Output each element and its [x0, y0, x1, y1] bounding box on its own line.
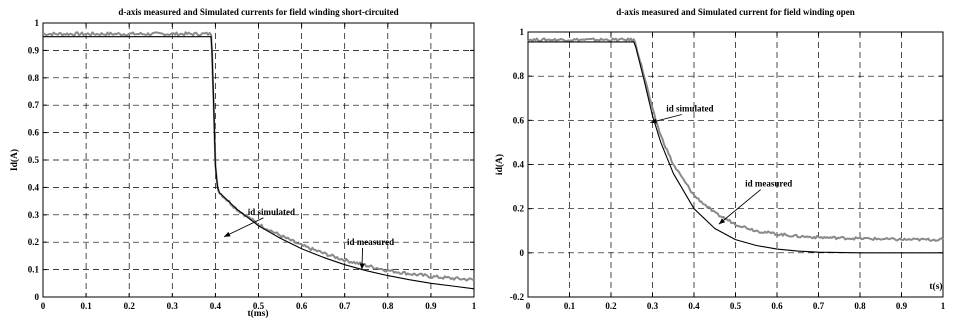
x-tick-label: 0.6 — [771, 301, 783, 311]
y-tick-label: 1 — [35, 18, 40, 28]
annotation-label: id simulated — [248, 207, 295, 217]
x-tick-label: 1 — [941, 301, 946, 311]
chart-title: d-axis measured and Simulated currents f… — [118, 7, 398, 17]
y-tick-label: 0.2 — [28, 237, 40, 247]
x-axis-label: t(s) — [929, 281, 942, 292]
x-tick-label: 1 — [472, 301, 477, 311]
x-tick-label: 0.9 — [896, 301, 908, 311]
y-tick-label: 0.4 — [28, 182, 40, 192]
annotation-arrow — [719, 190, 761, 225]
y-tick-label: 0.9 — [28, 45, 40, 55]
y-tick-label: 0.2 — [513, 204, 525, 214]
x-tick-label: 0.8 — [382, 301, 394, 311]
annotation-label: id measured — [745, 179, 792, 189]
y-tick-label: 0.1 — [28, 265, 40, 275]
x-tick-label: 0.8 — [854, 301, 866, 311]
x-axis-label: t(ms) — [247, 308, 268, 319]
y-axis-label: Id(A) — [9, 149, 20, 171]
x-tick-label: 0.1 — [564, 301, 576, 311]
x-tick-label: 0.2 — [605, 301, 617, 311]
y-axis-label: id(A) — [494, 154, 505, 175]
y-tick-label: -0.2 — [510, 292, 525, 302]
x-tick-label: 0.7 — [339, 301, 351, 311]
annotation-arrow — [224, 218, 263, 237]
x-tick-label: 0.4 — [210, 301, 222, 311]
y-tick-label: 0.3 — [28, 210, 40, 220]
annotation-label: id measured — [347, 237, 394, 247]
y-tick-label: 0 — [520, 248, 525, 258]
y-tick-label: 0.4 — [513, 160, 525, 170]
chart-field-short-circuited: 0 0.1 0.2 0.3 0.4 0.5 0.6 0.7 0.8 0.9 1 0 0.1 0.2 0.3 0… — [9, 7, 477, 319]
x-tick-label: 0.3 — [647, 301, 659, 311]
annotation-label: id simulated — [666, 104, 713, 114]
y-tick-label: 0 — [35, 292, 40, 302]
y-tick-label: 0.5 — [28, 155, 40, 165]
x-tick-label: 0 — [41, 301, 46, 311]
y-tick-label: 0.7 — [28, 100, 40, 110]
y-tick-label: 0.6 — [513, 115, 525, 125]
x-tick-label: 0.1 — [80, 301, 92, 311]
x-tick-label: 0.4 — [688, 301, 700, 311]
y-tick-label: 1 — [520, 27, 525, 37]
chart-title: d-axis measured and Simulated current fo… — [616, 7, 855, 17]
chart-field-open: 0 0.1 0.2 0.3 0.4 0.5 0.6 0.7 0.8 0.9 1-0.200.20.4… — [494, 7, 946, 311]
y-tick-label: 0.6 — [28, 128, 40, 138]
x-tick-label: 0 — [526, 301, 531, 311]
x-tick-label: 0.7 — [813, 301, 825, 311]
x-tick-label: 0.3 — [167, 301, 179, 311]
x-tick-label: 0.6 — [296, 301, 308, 311]
x-tick-label: 0.2 — [124, 301, 136, 311]
x-tick-label: 0.5 — [730, 301, 742, 311]
x-tick-label: 0.9 — [425, 301, 437, 311]
y-tick-label: 0.8 — [513, 71, 525, 81]
y-tick-label: 0.8 — [28, 73, 40, 83]
